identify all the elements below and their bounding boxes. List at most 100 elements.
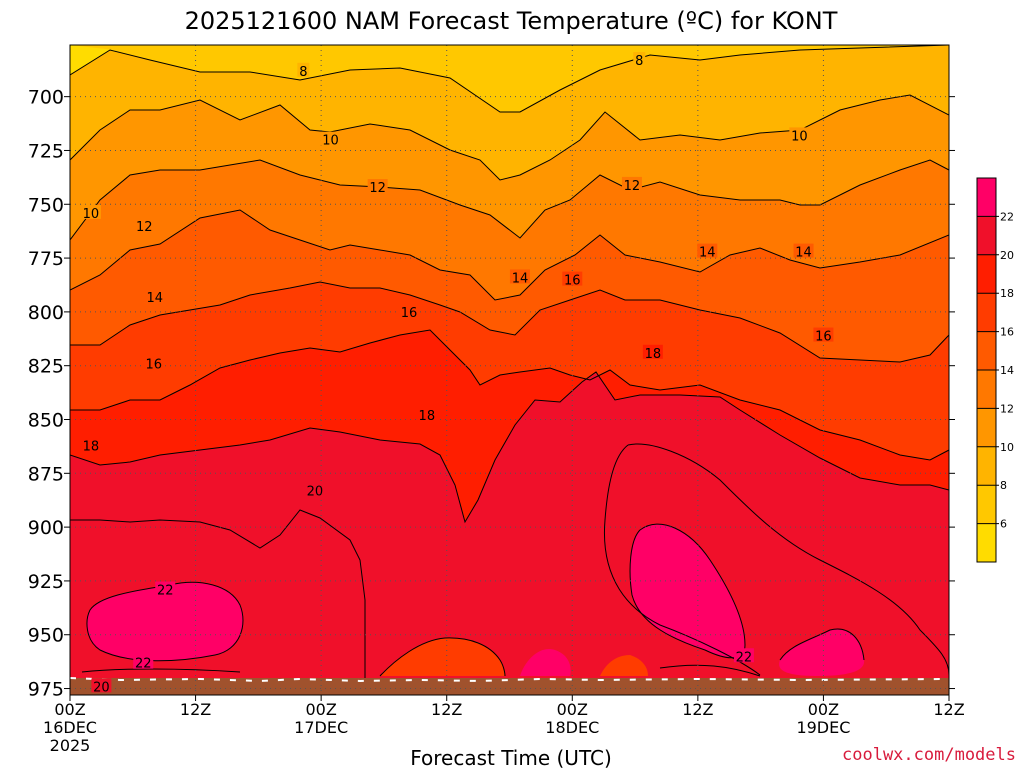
warm-pocket-right <box>600 655 648 676</box>
contour-label: 10 <box>80 204 101 222</box>
x-tick-label: 00Z <box>54 700 85 719</box>
contour-label-bg <box>697 243 718 258</box>
plot-frame <box>69 44 950 696</box>
colorbar-swatch <box>977 523 996 562</box>
contour-20 <box>70 371 949 524</box>
contour-label-bg <box>633 52 646 67</box>
y-tick-label: 825 <box>28 356 64 378</box>
contour-lines <box>70 45 949 680</box>
contour-label-bg <box>562 271 583 286</box>
contour-label-text: 14 <box>146 291 163 306</box>
y-tick-label: 775 <box>28 248 64 270</box>
contour-label: 16 <box>399 303 420 321</box>
x-tick-label: 00Z <box>808 700 839 719</box>
contour-label-text: 22 <box>135 657 152 672</box>
contour-12 <box>70 159 949 241</box>
contour-label-bg <box>813 327 834 342</box>
contour-label: 20 <box>91 678 112 695</box>
core-22-left <box>87 582 243 661</box>
colorbar-label: 6 <box>1000 518 1007 531</box>
contour-label-text: 16 <box>145 358 162 373</box>
contour-label: 12 <box>134 217 155 235</box>
colorbar-label: 18 <box>1000 287 1014 300</box>
contour-label-text: 20 <box>93 680 110 695</box>
ground-layer <box>70 677 949 695</box>
x-axis-title: Forecast Time (UTC) <box>410 746 612 768</box>
contour-label-text: 18 <box>419 409 436 424</box>
colorbar-label: 20 <box>1000 249 1014 262</box>
y-axis: 700 725 750 775 800 825 850 875 900 925 950 975 <box>28 87 955 701</box>
contour-label: 22 <box>733 648 754 665</box>
contour-22 <box>70 509 366 680</box>
y-tick-label: 800 <box>28 302 64 324</box>
x-tick-date-label: 17DEC <box>294 718 348 737</box>
colorbar-swatch <box>977 408 996 447</box>
colorbar-label: 12 <box>1000 402 1014 415</box>
contour-10 <box>70 94 949 181</box>
contour-label: 16 <box>143 355 164 373</box>
ground-fill <box>70 678 949 695</box>
contour-label: 8 <box>633 52 646 69</box>
contour-label-bg <box>297 62 310 77</box>
contour-label-text: 8 <box>299 65 307 80</box>
colorbar-swatch <box>977 485 996 524</box>
colorbar: 6 8 10 12 14 16 18 20 22 <box>976 177 1014 563</box>
colorbar-label: 22 <box>1000 210 1014 223</box>
colorbar-swatch <box>977 178 996 217</box>
contour-label: 18 <box>416 407 437 424</box>
plot-area <box>70 45 949 695</box>
colorbar-swatch <box>977 293 996 332</box>
contour-label: 10 <box>789 127 810 144</box>
colorbar-swatch <box>977 331 996 370</box>
y-tick-label: 850 <box>28 410 64 432</box>
y-tick-label: 750 <box>28 194 64 216</box>
contour-label-text: 10 <box>322 134 339 149</box>
core-22-mid <box>520 649 571 676</box>
contour-8 <box>70 45 949 113</box>
contour-label-bg <box>80 204 101 219</box>
contour-label-bg <box>399 303 420 318</box>
x-tick-date-label: 18DEC <box>545 718 599 737</box>
contour-20-right-inner <box>603 444 761 676</box>
contour-label-bg <box>80 437 101 452</box>
contour-label-text: 12 <box>624 179 641 194</box>
contour-22-bottom <box>81 664 761 677</box>
y-tick-label: 925 <box>28 571 64 593</box>
contour-label-text: 18 <box>645 347 662 362</box>
contour-labels: 8 8 10 10 10 12 12 12 14 14 14 14 16 16 16 16 18 18 18 20 20… <box>80 52 834 695</box>
colorbar-swatch <box>977 216 996 255</box>
contour-16 <box>70 281 949 363</box>
contour-label: 16 <box>813 327 834 345</box>
contour-label-text: 20 <box>307 485 324 500</box>
x-tick-label: 12Z <box>180 700 211 719</box>
contour-label: 12 <box>367 179 388 196</box>
contour-label-text: 16 <box>401 306 418 321</box>
contour-20-right <box>627 443 949 676</box>
contour-14 <box>70 209 949 301</box>
x-tick-label: 12Z <box>431 700 462 719</box>
contour-label: 14 <box>509 269 530 286</box>
colorbar-swatch <box>977 254 996 294</box>
contour-label-bg <box>304 482 325 497</box>
contour-label: 22 <box>155 581 176 599</box>
contour-label-text: 10 <box>83 207 100 222</box>
contour-label-bg <box>320 131 341 146</box>
contour-label-bg <box>416 407 437 422</box>
contour-label: 16 <box>562 271 583 289</box>
contour-label: 14 <box>144 288 165 306</box>
x-tick-label: 12Z <box>682 700 713 719</box>
contour-label-text: 14 <box>512 271 529 286</box>
colorbar-label: 10 <box>1000 441 1014 454</box>
contour-label-text: 8 <box>635 54 643 69</box>
temperature-cores <box>70 444 949 680</box>
colorbar-label: 8 <box>1000 479 1007 492</box>
contour-label-text: 14 <box>699 246 716 261</box>
contour-label: 14 <box>697 243 718 261</box>
contour-label-text: 14 <box>795 246 812 261</box>
contour-label-bg <box>144 288 165 303</box>
contour-label-text: 12 <box>369 181 386 196</box>
contour-label: 14 <box>793 243 814 261</box>
surface-line <box>70 677 949 683</box>
contour-label-text: 10 <box>791 129 808 144</box>
contour-label-bg <box>134 217 155 232</box>
